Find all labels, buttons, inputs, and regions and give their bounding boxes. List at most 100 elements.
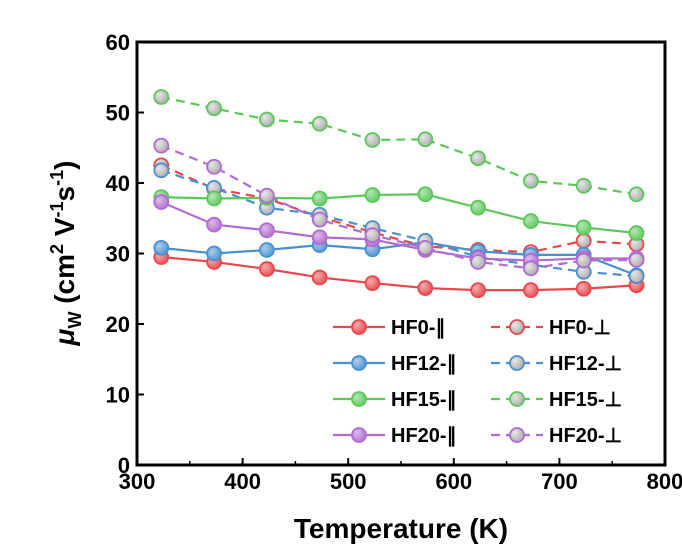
series-line (161, 193, 637, 235)
data-point (470, 199, 486, 216)
legend-marker (351, 355, 367, 371)
x-tick-label: 800 (647, 469, 682, 494)
legend-label: HF15-⊥ (549, 389, 622, 411)
data-point (522, 260, 539, 277)
data-point (258, 261, 275, 277)
data-point (311, 115, 328, 132)
y-title-v: V (49, 217, 80, 244)
legend-label: HF0-∥ (391, 317, 445, 339)
series-hf15-par (153, 186, 645, 241)
legend-label: HF0-⊥ (549, 317, 611, 339)
data-point (575, 232, 592, 249)
x-tick-label: 400 (224, 469, 261, 494)
y-axis-title: μW (cm2 V-1s-1) (47, 161, 85, 347)
y-tick-label: 0 (118, 453, 130, 478)
data-point (311, 229, 328, 246)
legend-marker (509, 319, 525, 335)
y-tick-label: 10 (106, 383, 130, 408)
data-point (575, 177, 592, 194)
data-point (258, 242, 275, 258)
data-point (258, 111, 275, 128)
legend-marker (509, 355, 525, 371)
data-point (206, 158, 222, 175)
y-title-sub: W (65, 312, 85, 329)
legend: HF0-∥ HF0-⊥ HF12-∥ HF12-⊥ HF15-∥ HF15-⊥ HF20-∥… (333, 317, 622, 447)
data-point (417, 239, 434, 256)
legend-label: HF15-∥ (391, 389, 457, 411)
data-point (153, 162, 170, 179)
axis-layer: 300 400 500 600 700 800 0 10 20 30 40 50 60 (106, 30, 682, 494)
series-line (161, 255, 637, 292)
y-title-close: ) (49, 161, 80, 170)
series-layer (153, 89, 645, 299)
legend-entry-hf20-par: HF20-∥ (333, 425, 457, 447)
data-point (258, 222, 275, 239)
data-point (311, 269, 328, 286)
x-tick-label: 300 (119, 469, 156, 494)
legend-marker (351, 427, 367, 443)
data-point (470, 150, 486, 167)
y-title-s: s (49, 186, 80, 202)
data-point (311, 211, 328, 228)
legend-marker (509, 427, 525, 443)
data-point (364, 227, 381, 244)
data-point (364, 132, 381, 148)
y-tick-label: 30 (106, 242, 130, 267)
data-point (628, 225, 645, 241)
legend-marker (351, 319, 367, 335)
data-point (258, 187, 275, 204)
data-point (206, 190, 222, 207)
legend-entry-hf12-par: HF12-∥ (333, 353, 457, 375)
data-point (153, 239, 170, 256)
series-hf20-perp (153, 137, 645, 277)
x-tick-label: 700 (541, 469, 578, 494)
data-point (522, 172, 539, 189)
data-point (206, 245, 222, 262)
series-line (160, 201, 637, 262)
series-hf15-perp (153, 89, 645, 203)
data-point (470, 282, 486, 299)
y-title-mu: μ (49, 328, 80, 346)
legend-label: HF20-⊥ (549, 425, 622, 447)
series-hf0-par (153, 249, 645, 299)
data-point (575, 280, 592, 297)
data-point (364, 275, 381, 292)
legend-label: HF12-⊥ (549, 353, 622, 375)
y-tick-label: 20 (106, 312, 130, 337)
y-title-supm1b: -1 (47, 170, 67, 186)
data-point (522, 213, 539, 229)
legend-marker (509, 391, 525, 407)
series-line (161, 95, 637, 196)
data-point (417, 280, 434, 296)
data-point (417, 131, 434, 148)
legend-label: HF20-∥ (391, 425, 457, 447)
data-point (153, 137, 170, 154)
data-point (628, 251, 645, 268)
legend-label: HF12-∥ (391, 353, 457, 375)
data-point (628, 268, 645, 284)
x-tick-label: 600 (435, 469, 472, 494)
data-point (522, 282, 539, 299)
legend-entry-hf15-perp: HF15-⊥ (491, 389, 622, 411)
legend-entry-hf0-par: HF0-∥ (333, 317, 445, 339)
data-point (575, 219, 592, 236)
y-title-sup2: 2 (47, 244, 67, 254)
data-point (470, 254, 486, 270)
legend-entry-hf0-perp: HF0-⊥ (491, 317, 611, 339)
data-point (628, 186, 645, 203)
y-title-open: (cm (49, 254, 80, 304)
y-title-space (49, 304, 80, 312)
data-point (153, 89, 170, 105)
data-point (206, 216, 222, 233)
series-hf20-par (153, 194, 645, 269)
legend-entry-hf12-perp: HF12-⊥ (491, 353, 622, 375)
legend-entry-hf15-par: HF15-∥ (333, 389, 457, 411)
data-point (206, 100, 222, 117)
x-tick-label: 500 (330, 469, 367, 494)
series-hf12-perp (153, 162, 645, 284)
y-title-supm1: -1 (47, 201, 67, 217)
data-point (417, 186, 434, 203)
series-line (160, 144, 637, 270)
legend-entry-hf20-perp: HF20-⊥ (491, 425, 622, 447)
